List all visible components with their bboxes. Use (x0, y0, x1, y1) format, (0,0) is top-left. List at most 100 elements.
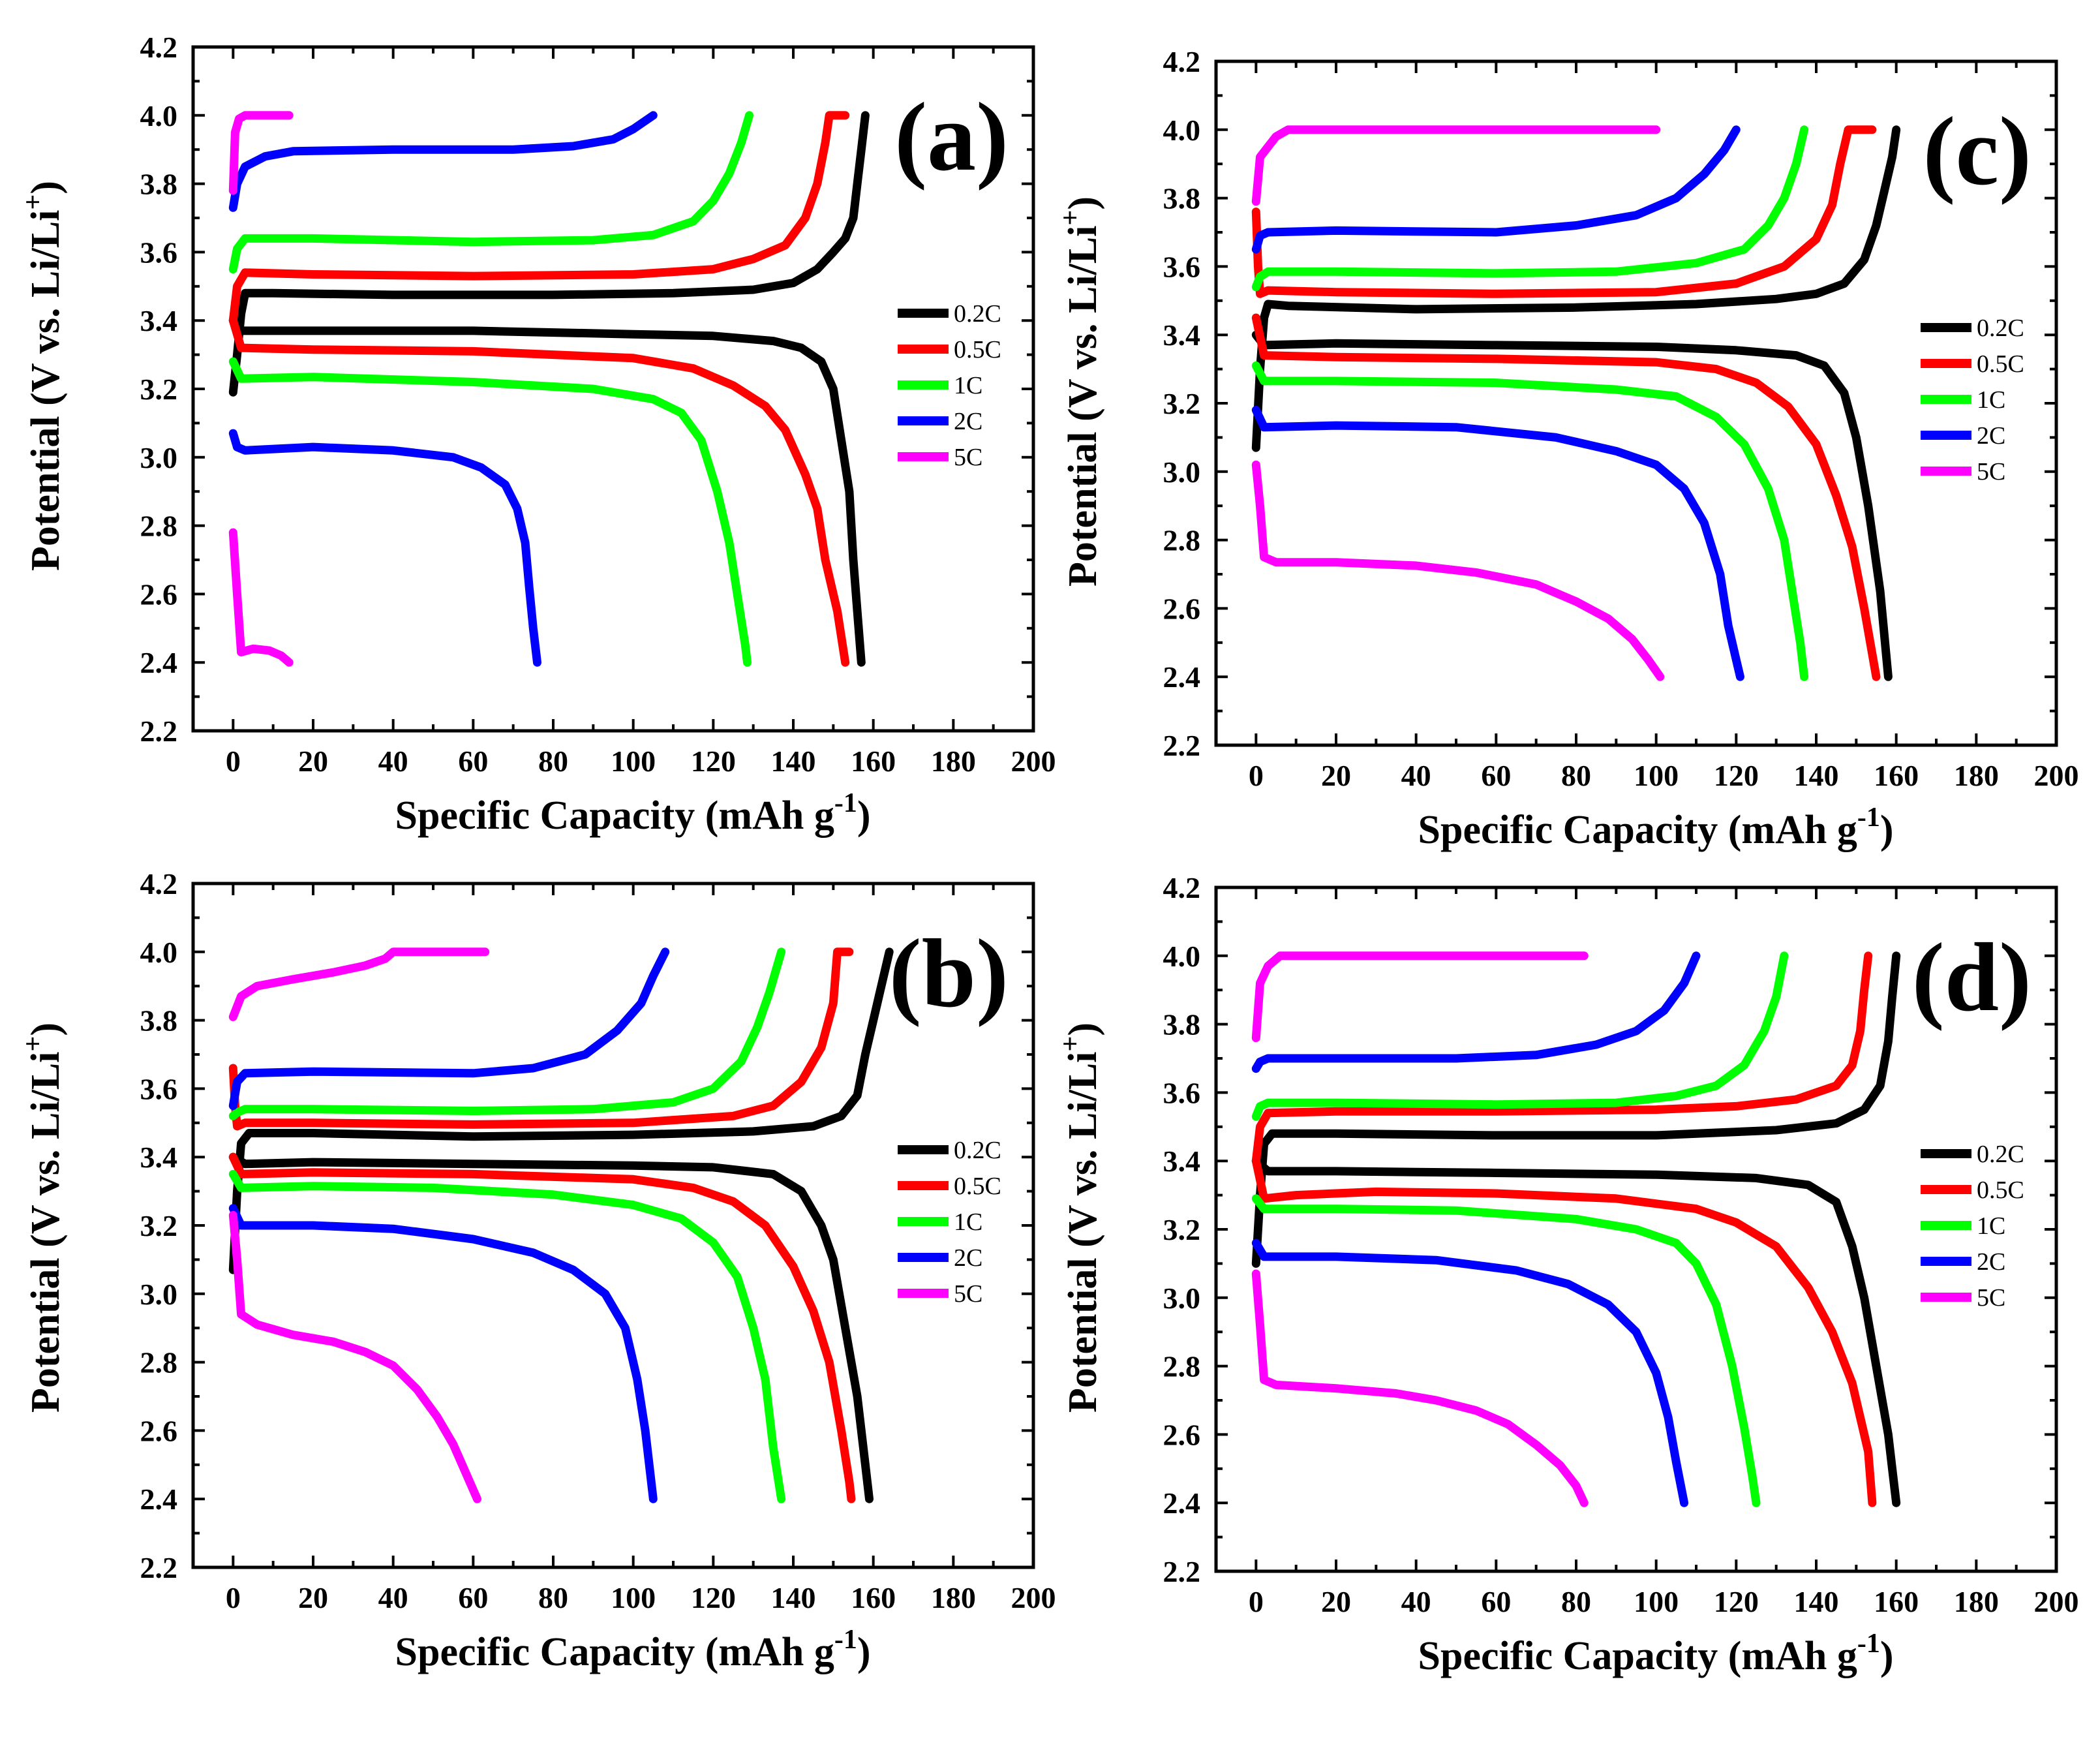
series-02C-discharge-curve (228, 1152, 874, 1503)
series-1C-discharge-curve (1251, 1194, 1761, 1507)
x-tick-label: 100 (611, 1581, 656, 1614)
legend-label-02C: 0.2C (954, 300, 1001, 328)
legend-label-2C: 2C (954, 408, 982, 435)
y-tick-label: 3.0 (140, 441, 178, 474)
x-axis-title: Specific Capacity (mAh g-1) (395, 788, 871, 838)
y-tick-label: 2.8 (1163, 524, 1201, 557)
y-tick-label: 2.4 (1163, 660, 1201, 694)
y-tick-label: 3.0 (1163, 1282, 1201, 1315)
panel-c: 0 20 40 60 80 100 120 140 160 180 200 2.2 2.4 2.6 2.8 3… (1056, 45, 2079, 852)
y-tick-label: 3.8 (140, 1004, 178, 1038)
legend-label-02C: 0.2C (1977, 315, 2024, 342)
series-1C-discharge-curve (228, 357, 752, 667)
y-tick-label: 3.8 (140, 168, 178, 201)
x-tick-label: 140 (771, 1581, 816, 1614)
legend-label-5C: 5C (954, 444, 982, 471)
x-tick-label: 40 (1401, 1585, 1431, 1618)
y-tick-label: 4.0 (1163, 940, 1201, 973)
panel-a: 0 20 40 60 80 100 120 140 160 180 200 2.2 2.4 2.6 2.8 3… (18, 31, 1056, 838)
legend: 0.2C 0.5C 1C 2C 5C (898, 300, 1001, 471)
series-1C-charge-curve (228, 111, 753, 274)
legend-label-05C: 0.5C (954, 336, 1001, 363)
y-axis-title: Potential (V vs. Li/Li+) (18, 181, 68, 571)
x-tick-label: 180 (1954, 759, 1999, 792)
x-tick-label: 0 (226, 745, 241, 778)
y-tick-label: 2.2 (140, 715, 178, 748)
x-tick-label: 140 (1794, 1585, 1839, 1618)
y-axis-title: Potential (V vs. Li/Li+) (18, 1022, 68, 1413)
series-5C-charge-curve (1251, 951, 1589, 1043)
y-tick-label: 4.0 (1163, 114, 1201, 147)
legend-label-05C: 0.5C (954, 1173, 1001, 1200)
series-05C-charge-curve (228, 947, 854, 1131)
y-tick-label: 3.4 (1163, 1145, 1201, 1178)
series-2C-discharge-curve (228, 429, 541, 667)
series-5C-discharge-curve (228, 528, 294, 667)
series-1C-discharge-curve (228, 1169, 786, 1503)
panel-label: (b) (889, 919, 1009, 1028)
legend-label-02C: 0.2C (1977, 1141, 2024, 1168)
x-tick-label: 40 (1401, 759, 1431, 792)
series-02C-discharge-curve (1251, 330, 1893, 681)
y-tick-label: 4.2 (140, 867, 178, 900)
panel-b: 0 20 40 60 80 100 120 140 160 180 200 2.2 2.4 2.6 2.8 3… (18, 867, 1056, 1674)
x-tick-label: 120 (691, 1581, 736, 1614)
x-tick-label: 40 (378, 745, 408, 778)
y-tick-label: 4.2 (1163, 871, 1201, 904)
series-2C-charge-curve (1251, 125, 1741, 254)
legend-label-02C: 0.2C (954, 1137, 1001, 1164)
y-tick-label: 4.2 (1163, 45, 1201, 78)
legend-label-5C: 5C (1977, 1284, 2005, 1312)
x-tick-label: 0 (1249, 759, 1264, 792)
legend-label-1C: 1C (954, 1208, 982, 1236)
legend-label-2C: 2C (1977, 1248, 2005, 1276)
series-02C-charge-curve (1251, 125, 1901, 452)
series-1C-charge-curve (228, 947, 786, 1120)
x-tick-label: 0 (1249, 1585, 1264, 1618)
x-tick-label: 120 (1714, 759, 1759, 792)
legend-label-2C: 2C (954, 1244, 982, 1272)
panel-d: 0 20 40 60 80 100 120 140 160 180 200 2.2 2.4 2.6 2.8 3… (1056, 871, 2079, 1678)
y-tick-label: 2.2 (1163, 729, 1201, 762)
legend-label-2C: 2C (1977, 422, 2005, 450)
x-tick-label: 180 (1954, 1585, 1999, 1618)
y-tick-label: 3.6 (140, 1072, 178, 1105)
y-tick-label: 4.0 (140, 99, 178, 132)
panel-label: (d) (1912, 923, 2032, 1032)
x-tick-label: 160 (1874, 1585, 1919, 1618)
x-tick-label: 60 (458, 745, 488, 778)
y-tick-label: 3.2 (140, 373, 178, 406)
series-2C-discharge-curve (228, 1204, 658, 1503)
series-2C-charge-curve (228, 947, 670, 1111)
y-tick-label: 3.8 (1163, 182, 1201, 215)
legend-label-5C: 5C (1977, 458, 2005, 485)
y-tick-label: 3.0 (140, 1278, 178, 1311)
legend-label-1C: 1C (954, 372, 982, 399)
y-tick-label: 3.4 (140, 1141, 178, 1174)
y-tick-label: 3.6 (1163, 1076, 1201, 1109)
legend-label-5C: 5C (954, 1280, 982, 1308)
x-tick-label: 100 (1634, 759, 1679, 792)
x-tick-label: 80 (538, 745, 568, 778)
x-tick-label: 20 (298, 745, 328, 778)
x-tick-label: 80 (1561, 1585, 1591, 1618)
y-tick-label: 2.8 (1163, 1350, 1201, 1383)
x-tick-label: 160 (851, 1581, 896, 1614)
y-tick-label: 3.4 (1163, 318, 1201, 352)
series-05C-discharge-curve (1251, 1156, 1877, 1507)
y-tick-label: 2.2 (140, 1551, 178, 1584)
series-5C-discharge-curve (1251, 460, 1665, 681)
series-02C-charge-curve (1251, 951, 1901, 1268)
y-tick-label: 3.2 (1163, 387, 1201, 420)
panel-label: (a) (894, 83, 1009, 191)
y-tick-label: 4.0 (140, 936, 178, 969)
x-tick-label: 0 (226, 1581, 241, 1614)
series-02C-charge-curve (228, 947, 894, 1274)
x-tick-label: 180 (931, 745, 976, 778)
series-1C-charge-curve (1251, 125, 1809, 292)
x-tick-label: 60 (1481, 759, 1511, 792)
series-2C-charge-curve (228, 111, 658, 212)
y-tick-label: 2.4 (140, 646, 178, 679)
x-tick-label: 200 (2034, 759, 2079, 792)
